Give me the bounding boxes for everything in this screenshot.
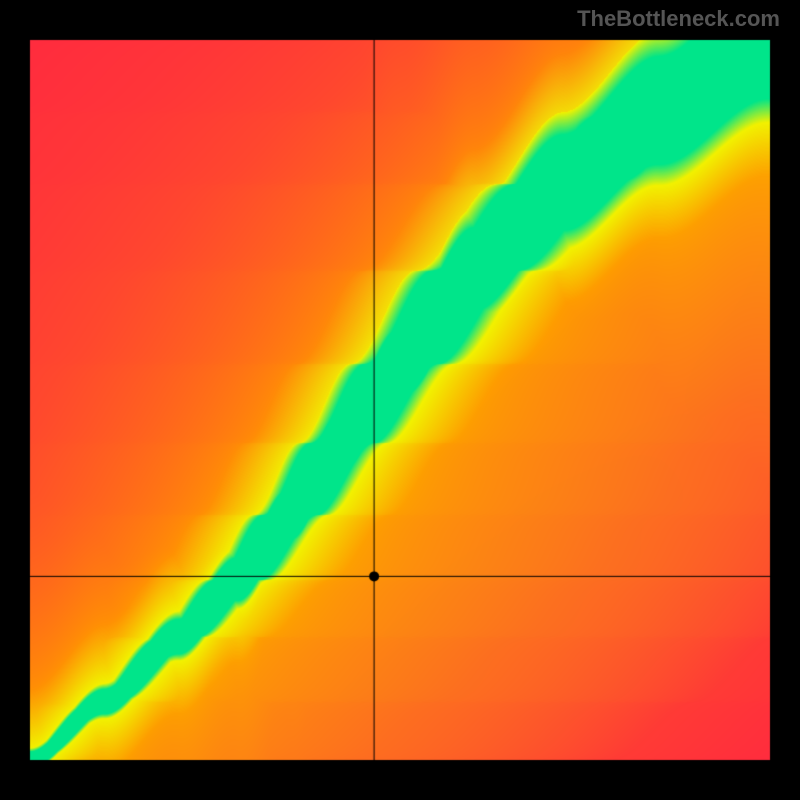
watermark-label: TheBottleneck.com [577, 6, 780, 32]
chart-container: TheBottleneck.com [0, 0, 800, 800]
heatmap-canvas [0, 0, 800, 800]
